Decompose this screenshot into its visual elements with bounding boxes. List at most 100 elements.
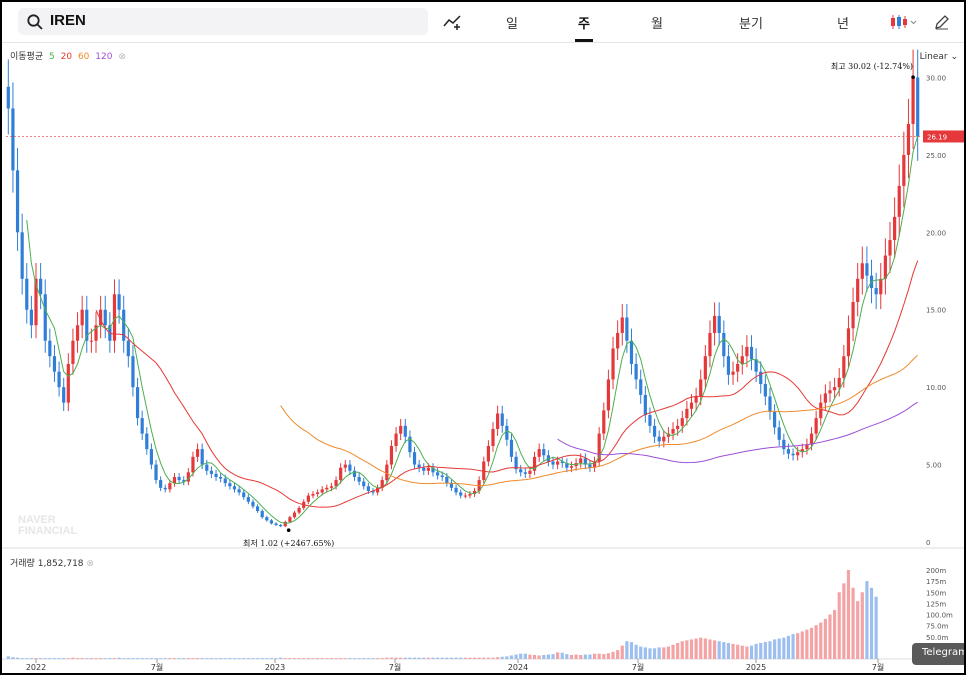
search-icon <box>27 14 43 30</box>
volume-bar <box>357 658 361 659</box>
volume-bar <box>288 658 292 659</box>
volume-bar <box>828 614 832 659</box>
volume-bar <box>292 658 297 659</box>
legend-close-icon[interactable]: ⊗ <box>118 52 126 62</box>
volume-bar <box>777 638 781 659</box>
candle-body <box>34 278 38 326</box>
candle-body <box>408 436 412 453</box>
candle-body <box>883 255 887 279</box>
tab-quarter[interactable]: 분기 <box>739 17 763 32</box>
volume-bar <box>620 645 624 659</box>
volume-bar <box>394 657 398 659</box>
candle-body <box>560 461 564 464</box>
telegram-button[interactable]: Telegram <box>912 643 964 665</box>
volume-close-icon[interactable]: ⊗ <box>86 559 94 569</box>
volume-bar <box>505 656 509 659</box>
candle-body <box>399 425 403 434</box>
tab-month[interactable]: 월 <box>651 17 663 32</box>
candle-body <box>172 476 177 484</box>
volume-bar <box>117 657 121 659</box>
volume-bar <box>671 644 675 659</box>
chevron-down-icon: ⌄ <box>950 52 958 62</box>
volume-bar <box>52 658 57 659</box>
volume-bar <box>763 642 767 659</box>
candle-body <box>782 439 786 450</box>
volume-bar <box>440 657 444 659</box>
ma60-line <box>280 354 919 487</box>
volume-bar <box>445 657 449 659</box>
volume-bar <box>583 654 587 659</box>
moving-average-legend[interactable]: 이동평균 5 20 60 120 ⊗ <box>10 49 129 62</box>
candle-body <box>454 487 458 493</box>
volume-bar <box>689 639 694 659</box>
volume-bar <box>588 654 592 659</box>
candle-body <box>43 294 47 341</box>
candle-body <box>634 363 638 380</box>
candlestick-type-icon[interactable] <box>890 14 918 30</box>
volume-bar <box>639 646 643 659</box>
tab-week[interactable]: 주 <box>578 17 590 32</box>
candle-body <box>431 467 435 473</box>
candle-body <box>916 77 920 137</box>
volume-bar <box>348 658 352 659</box>
volume-bar <box>869 587 874 659</box>
watermark-line-2: FINANCIAL <box>18 525 78 537</box>
candle-body <box>232 486 237 490</box>
candle-body <box>837 377 841 388</box>
candle-body <box>588 464 592 468</box>
candle-body <box>89 340 93 342</box>
candle-body <box>569 466 574 468</box>
volume-bar <box>652 648 657 659</box>
volume-bar <box>39 658 43 659</box>
add-indicator-icon[interactable] <box>443 13 463 31</box>
candle-body <box>297 507 301 513</box>
tab-year[interactable]: 년 <box>837 17 849 32</box>
candle-body <box>15 170 20 233</box>
candle-body <box>676 425 680 429</box>
volume-bar <box>643 647 647 659</box>
candle-body <box>763 384 767 397</box>
candle-body <box>320 489 324 493</box>
candle-body <box>865 263 869 276</box>
candle-body <box>292 512 297 518</box>
volume-bar <box>122 658 126 659</box>
volume-bar <box>228 658 232 659</box>
candle-body <box>602 410 606 434</box>
candle-body <box>94 325 98 341</box>
candle-body <box>468 494 472 496</box>
volume-bar <box>597 653 601 659</box>
candle-body <box>20 232 24 279</box>
volume-bar <box>131 658 135 659</box>
volume-bar <box>463 657 467 659</box>
price-tick-label: 30.00 <box>926 74 946 82</box>
candle-body <box>639 379 643 395</box>
volume-bar <box>237 658 241 659</box>
price-tick-label: 0 <box>926 539 930 547</box>
price-tick-label: 10.00 <box>926 384 946 392</box>
scale-toggle[interactable]: Linear ⌄ <box>920 52 958 62</box>
candle-body <box>694 396 698 403</box>
stock-search-box[interactable]: IREN <box>18 8 428 35</box>
volume-bar <box>191 658 195 659</box>
volume-bar <box>833 610 837 659</box>
volume-bar <box>422 657 426 659</box>
pencil-icon[interactable] <box>934 14 950 30</box>
volume-bar <box>509 655 514 659</box>
tab-day[interactable]: 일 <box>506 17 518 32</box>
price-chart[interactable]: 30.00 25.00 20.00 15.00 10.00 5.00 0 26.19 최고 30… <box>2 43 964 673</box>
volume-bar <box>851 587 855 659</box>
volume-tick-label: 200m <box>926 567 946 575</box>
candle-body <box>223 478 227 484</box>
volume-bar <box>209 658 214 659</box>
volume-bar <box>302 658 306 659</box>
candle-body <box>274 523 278 525</box>
price-tick-label: 15.00 <box>926 307 946 315</box>
candle-body <box>219 476 223 479</box>
volume-bar <box>436 657 440 659</box>
candle-body <box>57 371 61 388</box>
search-value[interactable]: IREN <box>50 12 86 29</box>
volume-bar <box>500 656 504 659</box>
candle-body <box>403 425 407 437</box>
candle-body <box>311 494 315 496</box>
volume-bar <box>708 639 712 659</box>
